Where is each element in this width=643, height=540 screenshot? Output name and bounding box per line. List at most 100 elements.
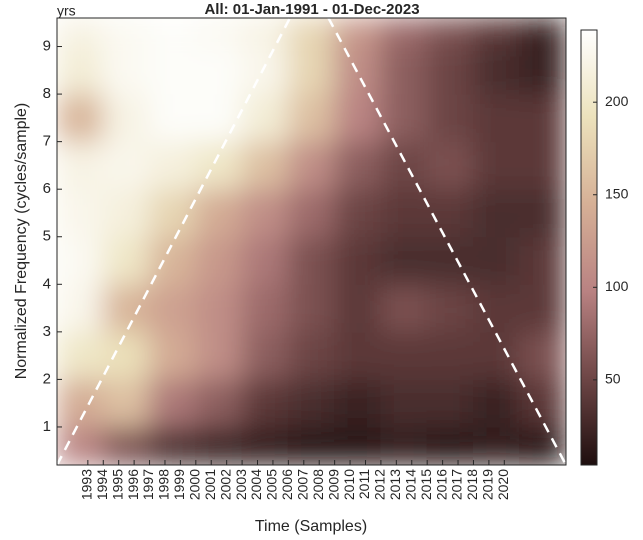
x-tick-label: 1997 xyxy=(140,469,156,500)
heat-cell xyxy=(149,188,197,238)
heat-cell xyxy=(519,426,566,465)
x-tick-label: 2008 xyxy=(310,469,326,500)
heat-cell xyxy=(426,93,474,143)
heat-cell xyxy=(57,18,104,48)
x-tick-label: 2020 xyxy=(495,469,511,500)
heat-cell xyxy=(472,236,521,285)
x-tick-label: 2006 xyxy=(279,469,295,500)
heat-cell xyxy=(519,331,566,380)
x-tick-label: 1994 xyxy=(94,469,110,500)
heat-cell xyxy=(380,283,428,333)
heat-cell xyxy=(380,426,428,465)
heat-cell xyxy=(287,93,336,143)
heat-cell xyxy=(426,188,474,238)
x-tick-label: 2002 xyxy=(217,469,233,500)
heat-cell xyxy=(334,93,382,143)
colorbar-tick-label: 200 xyxy=(605,93,629,109)
heat-cell xyxy=(149,378,197,428)
x-tick-label: 1993 xyxy=(79,469,95,500)
heat-cell xyxy=(380,93,428,143)
heat-cell xyxy=(195,18,243,48)
heat-cell xyxy=(287,141,336,190)
heat-cell xyxy=(472,188,521,238)
heat-cell xyxy=(472,283,521,333)
heat-cell xyxy=(380,378,428,428)
heat-cell xyxy=(426,378,474,428)
heat-cell xyxy=(195,426,243,465)
heat-cell xyxy=(380,18,428,48)
colorbar xyxy=(580,29,598,466)
heat-cell xyxy=(102,18,151,48)
heat-cell xyxy=(334,188,382,238)
heat-cell xyxy=(519,141,566,190)
heat-cell xyxy=(426,426,474,465)
heatmap xyxy=(57,18,566,465)
heat-cell xyxy=(241,46,289,95)
y-tick-label: 3 xyxy=(43,323,51,340)
heat-cell xyxy=(195,378,243,428)
heat-cell xyxy=(241,188,289,238)
x-tick-label: 2009 xyxy=(325,469,341,500)
heat-cell xyxy=(149,46,197,95)
x-tick-label: 2018 xyxy=(464,469,480,500)
heat-cell xyxy=(334,141,382,190)
heat-cell xyxy=(102,331,151,380)
heat-cell xyxy=(287,426,336,465)
y-tick-label: 9 xyxy=(43,38,51,55)
heat-cell xyxy=(102,283,151,333)
y-tick-label: 2 xyxy=(43,370,51,387)
heat-cell xyxy=(472,426,521,465)
heat-cell xyxy=(57,188,104,238)
heat-cell xyxy=(519,283,566,333)
heat-cell xyxy=(287,378,336,428)
x-tick-label: 2001 xyxy=(202,469,218,500)
heat-cell xyxy=(57,236,104,285)
heat-cell xyxy=(334,331,382,380)
heat-cell xyxy=(241,331,289,380)
heat-cell xyxy=(149,331,197,380)
heat-cell xyxy=(287,283,336,333)
heat-cell xyxy=(149,236,197,285)
x-tick-label: 2005 xyxy=(264,469,280,500)
y-tick-label: 5 xyxy=(43,228,51,245)
x-axis-label: Time (Samples) xyxy=(255,518,367,535)
heat-cell xyxy=(287,18,336,48)
heat-cell xyxy=(380,141,428,190)
x-tick-label: 2010 xyxy=(341,469,357,500)
heat-cell xyxy=(519,236,566,285)
heat-cell xyxy=(241,18,289,48)
x-tick-label: 1998 xyxy=(156,469,172,500)
heat-cell xyxy=(195,141,243,190)
heat-cell xyxy=(57,426,104,465)
heat-cell xyxy=(57,283,104,333)
colorbar-tick-label: 100 xyxy=(605,278,629,294)
heat-cell xyxy=(287,236,336,285)
x-tick-label: 2015 xyxy=(418,469,434,500)
heat-cell xyxy=(195,331,243,380)
heat-cell xyxy=(334,283,382,333)
heat-cell xyxy=(334,236,382,285)
heat-cell xyxy=(472,141,521,190)
x-tick-label: 2013 xyxy=(387,469,403,500)
x-tick-label: 2012 xyxy=(372,469,388,500)
heat-cell xyxy=(334,378,382,428)
x-tick-label: 2000 xyxy=(187,469,203,500)
heat-cell xyxy=(334,46,382,95)
x-tick-label: 2016 xyxy=(433,469,449,500)
heat-cell xyxy=(57,331,104,380)
heat-cell xyxy=(287,46,336,95)
plot-frame xyxy=(56,17,567,466)
heat-cell xyxy=(519,93,566,143)
heat-cell xyxy=(472,378,521,428)
heat-cell xyxy=(334,18,382,48)
heat-cell xyxy=(149,93,197,143)
y-tick-label: 8 xyxy=(43,85,51,102)
heat-cell xyxy=(334,426,382,465)
x-tick-label: 1995 xyxy=(109,469,125,500)
heat-cell xyxy=(102,46,151,95)
heat-cell xyxy=(519,188,566,238)
x-tick-label: 2017 xyxy=(449,469,465,500)
heat-cell xyxy=(149,283,197,333)
heat-cell xyxy=(102,188,151,238)
heat-cell xyxy=(241,141,289,190)
